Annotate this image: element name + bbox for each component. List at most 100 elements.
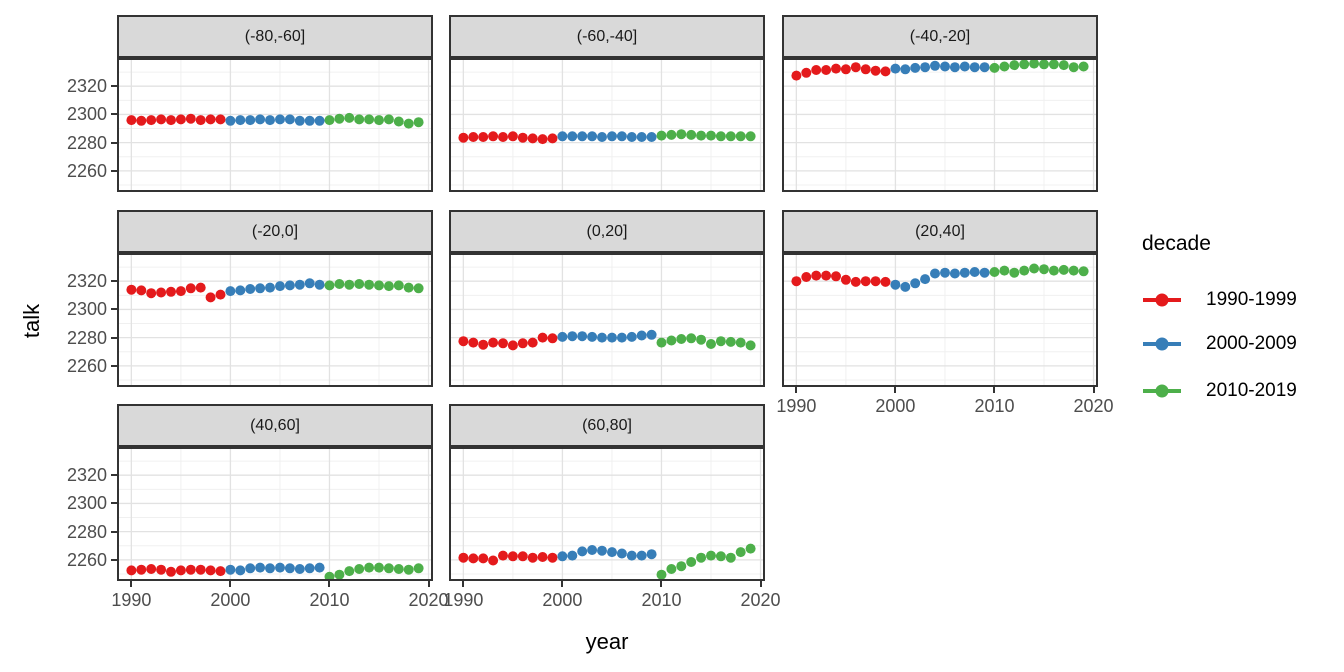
data-point	[1009, 60, 1020, 71]
data-point	[215, 289, 226, 300]
y-axis-tick	[111, 502, 117, 505]
data-point	[1078, 61, 1089, 72]
facet-strip: (40,60]	[117, 404, 433, 447]
data-point	[1048, 265, 1059, 276]
data-point	[284, 114, 295, 125]
data-point	[537, 552, 548, 562]
data-point	[294, 279, 305, 290]
data-point	[383, 563, 394, 574]
data-point	[413, 117, 424, 128]
data-point	[840, 64, 851, 75]
data-point	[517, 338, 528, 349]
data-point	[940, 61, 950, 72]
data-point	[478, 339, 489, 350]
grid-major	[449, 253, 765, 387]
data-point	[870, 276, 881, 287]
y-axis-tick-label: 2300	[66, 104, 107, 125]
data-point	[156, 287, 167, 298]
data-point	[225, 564, 236, 575]
data-point	[666, 335, 677, 346]
y-axis-tick	[111, 558, 117, 561]
data-point	[393, 116, 404, 127]
data-point	[577, 331, 588, 342]
data-point	[403, 282, 414, 293]
data-point	[850, 62, 861, 73]
x-axis-title: year	[585, 629, 629, 654]
x-axis-tick	[130, 581, 133, 587]
data-point	[686, 557, 697, 567]
grid-minor	[782, 253, 1098, 387]
data-point	[587, 545, 598, 555]
data-point	[587, 331, 598, 342]
data-point	[577, 131, 588, 142]
data-point	[801, 67, 812, 78]
y-axis-tick-label: 2320	[66, 76, 107, 97]
data-point	[314, 279, 325, 290]
data-point	[245, 563, 256, 574]
facet-strip: (-60,-40]	[449, 15, 765, 58]
data-point	[458, 336, 469, 347]
data-point	[374, 280, 384, 291]
data-point	[304, 563, 315, 574]
data-point	[616, 548, 627, 559]
data-point	[567, 331, 578, 342]
data-point	[156, 564, 167, 575]
x-axis-tick	[328, 581, 331, 587]
data-point	[949, 62, 960, 73]
data-point	[626, 331, 637, 342]
data-point	[1068, 62, 1079, 73]
data-point	[294, 115, 305, 126]
data-point	[840, 274, 851, 285]
x-axis-tick-label: 2000	[542, 590, 583, 610]
data-point	[890, 279, 901, 290]
y-axis-tick	[111, 113, 117, 116]
data-point	[225, 115, 236, 126]
data-point	[527, 337, 538, 348]
data-point	[146, 115, 157, 126]
x-axis-tick	[229, 581, 232, 587]
data-point	[900, 64, 911, 75]
data-point	[205, 565, 216, 576]
data-point	[557, 331, 568, 342]
y-axis-tick-label: 2260	[66, 549, 107, 570]
data-point	[791, 276, 802, 287]
y-axis-tick	[111, 141, 117, 144]
data-point	[715, 551, 726, 562]
grid-minor	[449, 253, 765, 387]
data-point	[676, 561, 687, 572]
data-point	[686, 333, 697, 344]
grid-major	[449, 58, 765, 192]
data-point	[166, 115, 176, 126]
data-point	[920, 62, 931, 73]
data-point	[488, 131, 499, 142]
facet-strip-label: (0,20]	[586, 222, 628, 240]
x-axis-tick	[427, 581, 430, 587]
data-point	[468, 132, 479, 142]
data-point	[725, 552, 736, 563]
data-point	[185, 283, 196, 294]
y-axis-tick	[111, 336, 117, 339]
y-axis-tick-label: 2280	[66, 521, 107, 542]
data-point	[458, 552, 469, 563]
data-point	[1048, 59, 1059, 70]
data-point	[626, 132, 637, 142]
data-point	[860, 64, 871, 75]
data-point	[910, 278, 921, 289]
data-point	[175, 286, 186, 297]
data-point	[969, 267, 980, 277]
data-point	[880, 66, 891, 77]
data-point	[275, 114, 285, 125]
facet-panel	[117, 253, 433, 387]
data-point	[166, 566, 176, 577]
data-point	[676, 334, 687, 344]
data-point	[900, 281, 911, 292]
data-point	[374, 115, 384, 126]
legend-key-icon	[1143, 293, 1181, 307]
data-point	[597, 332, 607, 343]
data-point	[831, 63, 841, 74]
data-point	[949, 268, 960, 279]
data-point	[393, 280, 404, 291]
facet-panel	[117, 447, 433, 581]
data-point	[607, 332, 617, 343]
